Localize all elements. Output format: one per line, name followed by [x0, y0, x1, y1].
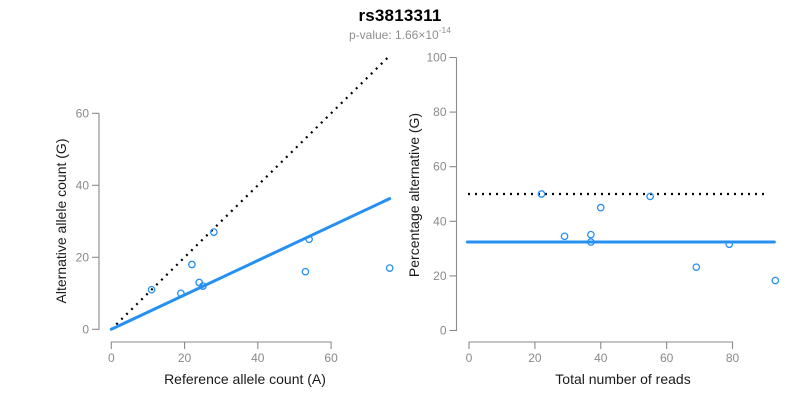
figure-title: rs3813311 [358, 6, 442, 25]
x-tick-label: 40 [594, 351, 608, 365]
y-tick-label: 40 [433, 214, 447, 228]
data-point [305, 235, 313, 244]
observed-fit-line [109, 197, 392, 331]
data-point [587, 230, 595, 239]
data-point [301, 267, 310, 276]
y-axis-title: Alternative allele count (G) [53, 139, 69, 304]
x-tick-label: 40 [251, 351, 265, 365]
x-tick-label: 0 [466, 351, 473, 365]
expected-het-line [110, 54, 391, 331]
data-point [210, 228, 218, 236]
y-tick-label: 0 [82, 322, 89, 336]
data-point [560, 232, 569, 241]
subtitle-pvalue-exponent: -14 [438, 25, 452, 35]
y-tick-label: 80 [433, 105, 447, 119]
x-tick-label: 20 [178, 351, 192, 365]
data-point [147, 285, 156, 294]
y-tick-label: 0 [440, 324, 447, 338]
data-point [596, 203, 605, 212]
x-tick-label: 20 [528, 351, 542, 365]
y-tick-label: 40 [76, 178, 90, 192]
x-axis-title: Reference allele count (A) [164, 371, 326, 387]
data-point [587, 238, 595, 246]
y-tick-label: 60 [433, 160, 447, 174]
data-point [188, 260, 196, 269]
x-tick-label: 0 [108, 351, 115, 365]
data-point [771, 276, 780, 285]
panel-right: 0 20 40 60 80 100 0 20 40 60 80 Total number of rea… [406, 51, 780, 387]
x-axis-title: Total number of reads [555, 371, 690, 387]
data-point [385, 264, 394, 272]
data-point [646, 192, 655, 201]
data-point [195, 278, 204, 287]
subtitle-pvalue-text: p-value: 1.66×10 [348, 28, 439, 42]
y-tick-label: 100 [426, 51, 446, 65]
y-tick-label: 20 [433, 269, 447, 283]
data-point [692, 263, 701, 272]
x-tick-label: 60 [660, 351, 674, 365]
y-axis-title: Percentage alternative (G) [406, 113, 422, 277]
x-tick-label: 80 [726, 351, 740, 365]
data-point [177, 289, 185, 298]
data-point [537, 190, 546, 198]
y-tick-label: 20 [76, 250, 90, 264]
x-tick-label: 60 [324, 351, 338, 365]
panel-left: 0 20 40 60 0 20 40 60 Reference allele count (A)… [53, 54, 394, 387]
data-point [199, 282, 207, 290]
y-tick-label: 60 [76, 106, 90, 120]
data-point [725, 240, 734, 249]
figure-subtitle: p-value: 1.66×10-14 [0, 25, 800, 42]
